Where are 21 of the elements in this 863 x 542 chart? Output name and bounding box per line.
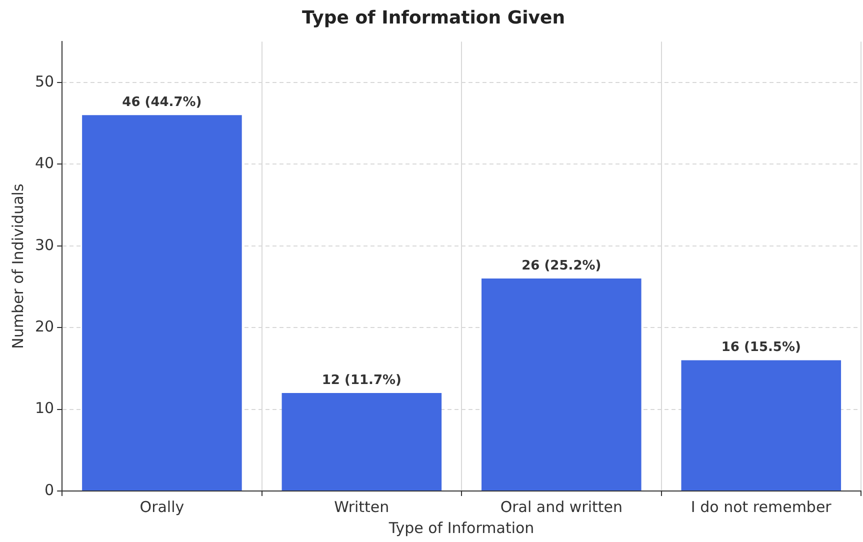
bar: [482, 278, 642, 490]
y-tick-label: 20: [34, 317, 54, 336]
bar: [681, 360, 842, 490]
x-tick-label: Orally: [140, 498, 184, 516]
chart-title: Type of Information Given: [302, 7, 566, 28]
y-tick-label: 10: [34, 399, 54, 418]
x-tick-label: I do not remember: [690, 498, 832, 516]
data-label: 26 (25.2%): [522, 258, 602, 274]
x-tick-label: Written: [334, 498, 390, 516]
y-tick-label: 30: [34, 236, 54, 254]
y-tick-label: 50: [34, 72, 54, 90]
y-tick-label: 0: [44, 480, 54, 499]
data-label: 46 (44.7%): [122, 95, 202, 110]
data-label: 12 (11.7%): [322, 372, 402, 388]
bar: [82, 115, 242, 490]
y-axis-title: Number of Individuals: [8, 184, 27, 349]
data-label: 16 (15.5%): [721, 340, 801, 356]
bar: [282, 392, 442, 490]
y-tick-label: 40: [34, 154, 54, 172]
x-tick-label: Oral and written: [500, 498, 623, 516]
x-axis-title: Type of Information: [388, 518, 534, 537]
